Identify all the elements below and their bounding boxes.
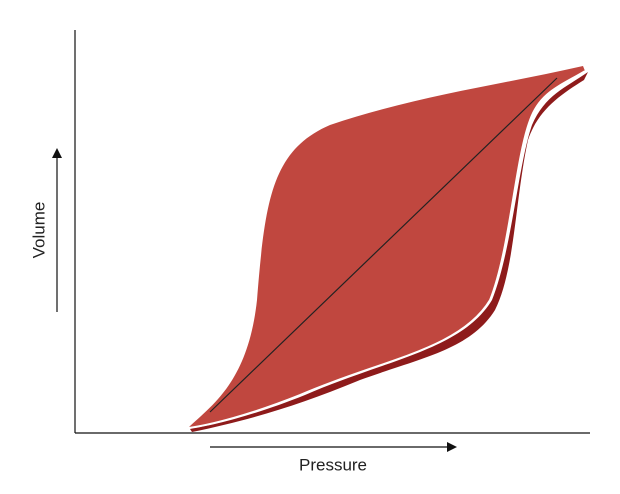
hysteresis-loop <box>188 66 585 428</box>
x-label: Pressure <box>299 455 367 474</box>
loop-edge <box>190 72 588 432</box>
loop-highlight <box>187 70 586 429</box>
y-label: Volume <box>29 202 48 259</box>
diagonal-line <box>209 77 558 413</box>
